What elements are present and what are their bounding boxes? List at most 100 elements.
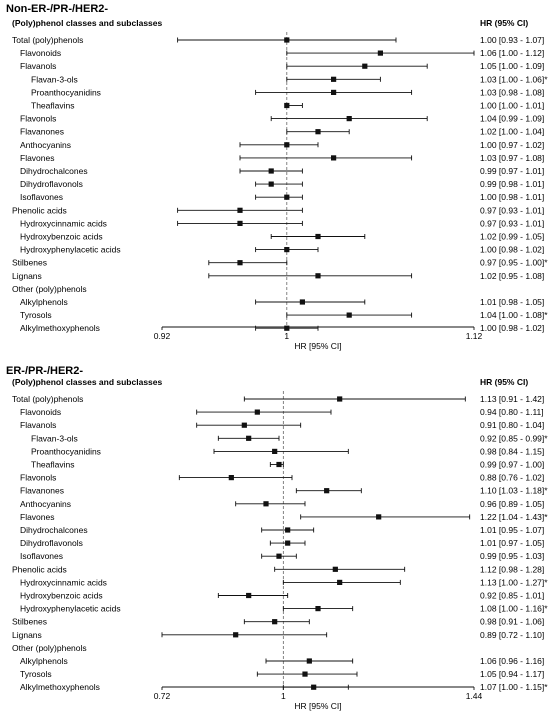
row-hr-value: 1.13 [0.91 - 1.42] [480, 394, 544, 404]
row-label: Alkylphenols [20, 656, 68, 666]
row-label: Alkylphenols [20, 297, 68, 307]
hr-point [315, 606, 321, 612]
row-hr-value: 0.98 [0.91 - 1.06] [480, 617, 544, 627]
forest-row: Flavonoids 0.94 [0.80 - 1.11] [20, 407, 544, 417]
row-label: Flavonoids [20, 48, 61, 58]
row-label: Total (poly)phenols [12, 35, 83, 45]
hr-point [315, 233, 321, 240]
row-hr-value: 1.06 [1.00 - 1.12] [480, 48, 544, 58]
row-label: Other (poly)phenols [12, 643, 87, 653]
row-hr-value: 1.05 [1.00 - 1.09] [480, 61, 544, 71]
row-hr-value: 0.92 [0.85 - 1.01] [480, 591, 544, 601]
forest-row: Other (poly)phenols [12, 284, 87, 294]
row-hr-value: 1.02 [1.00 - 1.04] [480, 127, 544, 137]
row-hr-value: 1.00 [0.93 - 1.07] [480, 35, 544, 45]
row-label: Flavones [20, 153, 55, 163]
x-tick-label: 1.44 [466, 691, 483, 701]
row-hr-value: 1.00 [0.98 - 1.01] [480, 192, 544, 202]
hr-point [302, 671, 308, 677]
row-hr-value: 1.01 [0.97 - 1.05] [480, 538, 544, 548]
hr-point [299, 299, 305, 305]
forest-row: Alkylphenols 1.01 [0.98 - 1.05] [20, 297, 544, 307]
row-label: Isoflavones [20, 192, 63, 202]
row-hr-value: 1.00 [1.00 - 1.01] [480, 101, 544, 111]
forest-row: Proanthocyanidins 1.03 [0.98 - 1.08] [31, 87, 544, 97]
forest-row: Hydroxycinnamic acids 0.97 [0.93 - 1.01] [20, 218, 544, 228]
x-tick-label: 0.92 [154, 331, 171, 341]
row-hr-value: 0.92 [0.85 - 0.99]* [480, 433, 548, 443]
hr-point [284, 102, 290, 109]
hr-point [285, 540, 291, 546]
forest-row: Flavanones 1.02 [1.00 - 1.04] [20, 127, 544, 137]
hr-point [254, 409, 260, 415]
hr-point [237, 220, 243, 226]
forest-row: Anthocyanins 0.96 [0.89 - 1.05] [20, 499, 544, 509]
row-hr-value: 1.00 [0.97 - 1.02] [480, 140, 544, 150]
hr-point [237, 260, 243, 266]
hr-point [362, 63, 368, 69]
row-label: Dihydrochalcones [20, 525, 88, 535]
row-label: Proanthocyanidins [31, 446, 101, 456]
row-label: Anthocyanins [20, 499, 71, 509]
row-label: Flavones [20, 512, 55, 522]
row-label: Phenolic acids [12, 564, 67, 574]
row-hr-value: 1.02 [0.95 - 1.08] [480, 271, 544, 281]
forest-row: Flavan-3-ols 1.03 [1.00 - 1.06]* [31, 74, 548, 84]
forest-row: Flavonols 0.88 [0.76 - 1.02] [20, 473, 544, 483]
row-label: Total (poly)phenols [12, 394, 83, 404]
hr-point [241, 422, 247, 428]
hr-point [346, 116, 352, 122]
row-hr-value: 1.04 [1.00 - 1.08]* [480, 310, 548, 320]
hr-point [332, 566, 338, 572]
hr-point [315, 129, 321, 135]
hr-point [276, 461, 282, 468]
row-label: Flavonols [20, 114, 56, 124]
x-tick-label: 1 [281, 691, 286, 701]
row-hr-value: 1.03 [0.97 - 1.08] [480, 153, 544, 163]
hr-point [246, 592, 252, 599]
forest-row: Flavones 1.22 [1.04 - 1.43]* [20, 512, 548, 522]
row-hr-value: 0.99 [0.98 - 1.01] [480, 179, 544, 189]
row-label: Hydroxyphenylacetic acids [20, 245, 121, 255]
hr-point [331, 155, 337, 161]
row-hr-value: 1.01 [0.95 - 1.07] [480, 525, 544, 535]
hr-point [377, 50, 383, 56]
row-label: Flavan-3-ols [31, 433, 78, 443]
hr-point [284, 247, 290, 253]
forest-row: Theaflavins 1.00 [1.00 - 1.01] [31, 101, 544, 111]
row-hr-value: 1.00 [0.98 - 1.02] [480, 245, 544, 255]
forest-row: Total (poly)phenols 1.13 [0.91 - 1.42] [12, 394, 544, 404]
row-label: Hydroxybenzoic acids [20, 591, 103, 601]
hr-point [233, 632, 239, 638]
forest-row: Phenolic acids 1.12 [0.98 - 1.28] [12, 564, 544, 574]
row-hr-value: 1.02 [0.99 - 1.05] [480, 232, 544, 242]
row-label: Other (poly)phenols [12, 284, 87, 294]
x-tick-label: 1.12 [466, 331, 483, 341]
x-tick-label: 1 [284, 331, 289, 341]
x-tick-label: 0.72 [154, 691, 171, 701]
hr-point [284, 37, 290, 43]
forest-row: Isoflavones 0.99 [0.95 - 1.03] [20, 551, 544, 561]
row-hr-value: 0.97 [0.93 - 1.01] [480, 218, 544, 228]
hr-point [331, 89, 337, 95]
row-label: Hydroxybenzoic acids [20, 232, 103, 242]
hr-point [268, 168, 274, 174]
forest-row: Anthocyanins 1.00 [0.97 - 1.02] [20, 140, 544, 150]
column-header-subclasses: (Poly)phenol classes and subclasses [12, 377, 163, 387]
forest-row: Other (poly)phenols [12, 643, 87, 653]
forest-row: Flavonoids 1.06 [1.00 - 1.12] [20, 48, 544, 58]
row-hr-value: 0.88 [0.76 - 1.02] [480, 473, 544, 483]
hr-point [272, 448, 278, 454]
row-hr-value: 1.05 [0.94 - 1.17] [480, 669, 544, 679]
hr-point [306, 658, 312, 664]
forest-row: Hydroxybenzoic acids 1.02 [0.99 - 1.05] [20, 232, 544, 242]
row-hr-value: 0.89 [0.72 - 1.10] [480, 630, 544, 640]
forest-panel-2: ER-/PR-/HER2-(Poly)phenol classes and su… [6, 365, 548, 711]
forest-row: Flavones 1.03 [0.97 - 1.08] [20, 153, 544, 163]
row-label: Stilbenes [12, 617, 47, 627]
row-label: Flavan-3-ols [31, 74, 78, 84]
hr-point [376, 514, 382, 520]
row-hr-value: 1.04 [0.99 - 1.09] [480, 114, 544, 124]
column-header-hr: HR (95% CI) [480, 18, 528, 28]
row-label: Hydroxyphenylacetic acids [20, 604, 121, 614]
